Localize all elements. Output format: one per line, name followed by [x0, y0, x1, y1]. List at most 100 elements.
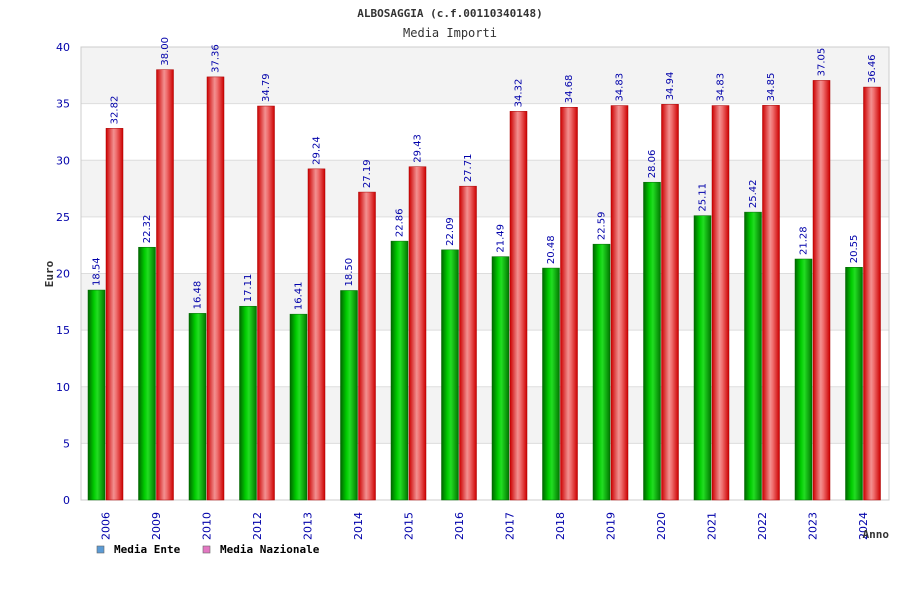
x-tick-label: 2017 [504, 512, 517, 540]
y-tick-label: 25 [56, 211, 70, 224]
x-tick-label: 2006 [100, 512, 113, 540]
bar-value-label: 17.11 [243, 274, 254, 303]
bar-media-ente [239, 305, 257, 501]
bar-media-ente [592, 243, 611, 501]
bar-value-label: 34.68 [564, 75, 575, 104]
x-axis-label: Anno [863, 528, 890, 541]
bar-media-nazionale [307, 168, 326, 501]
legend-swatch-nazionale [202, 545, 211, 554]
bar-media-nazionale [560, 106, 578, 501]
bar-media-ente [542, 267, 560, 501]
x-tick-label: 2023 [807, 512, 820, 540]
bar-media-nazionale [156, 69, 174, 501]
y-tick-label: 10 [56, 381, 70, 394]
bar-value-label: 16.48 [193, 281, 204, 310]
y-axis-ticks: 0 5 10 15 20 25 30 35 40 [56, 41, 70, 507]
x-tick-label: 2022 [756, 512, 769, 540]
x-tick-label: 2013 [302, 512, 315, 540]
bar-value-label: 27.71 [463, 154, 474, 183]
bar-value-label: 34.85 [766, 73, 777, 102]
bar-value-label: 27.19 [362, 159, 373, 188]
bar-value-label: 21.49 [496, 224, 507, 253]
bar-media-nazionale [459, 185, 477, 501]
y-tick-label: 40 [56, 41, 70, 54]
bar-value-label: 37.36 [211, 44, 222, 73]
bar-media-ente [87, 289, 106, 501]
x-axis-ticks: 2006 2009 2010 2012 2013 2014 2015 2016 2017 2018… [100, 512, 871, 540]
x-tick-label: 2014 [352, 512, 365, 540]
plot-frame [80, 46, 890, 501]
chart-subtitle: Media Importi [403, 26, 497, 40]
x-tick-label: 2019 [605, 512, 618, 540]
y-tick-label: 5 [63, 437, 70, 450]
bar-value-label: 34.83 [615, 73, 626, 102]
bar-value-label: 22.86 [395, 208, 406, 237]
bar-media-nazionale [762, 105, 780, 501]
bar-value-label: 18.54 [92, 257, 103, 286]
y-tick-label: 20 [56, 268, 70, 281]
x-tick-label: 2009 [150, 512, 163, 540]
bar-media-ente [390, 240, 409, 501]
bar-media-ente [794, 258, 813, 501]
bar-value-label: 16.41 [294, 282, 305, 311]
bar-media-nazionale [358, 191, 376, 501]
x-tick-label: 2024 [857, 512, 870, 540]
bar-media-nazionale [863, 86, 881, 501]
bar-value-label: 38.00 [160, 37, 171, 66]
bar-media-ente [138, 246, 156, 501]
bar-value-label: 34.83 [716, 73, 727, 102]
bars [87, 69, 881, 501]
bar-media-ente [643, 181, 661, 501]
x-tick-label: 2012 [251, 512, 264, 540]
value-labels: 18.54 32.82 22.32 38.00 16.48 37.36 17.11 34.79… [92, 37, 879, 310]
bar-value-label: 34.32 [514, 79, 525, 108]
bar-value-label: 21.28 [799, 226, 810, 255]
x-tick-label: 2018 [554, 512, 567, 540]
bar-media-nazionale [711, 105, 730, 501]
bar-media-nazionale [812, 80, 831, 501]
bar-media-ente [693, 215, 712, 501]
bar-value-label: 32.82 [110, 96, 121, 125]
bar-media-ente [188, 313, 207, 501]
bar-media-nazionale [105, 128, 124, 501]
bar-value-label: 20.55 [849, 235, 860, 264]
bar-value-label: 36.46 [867, 54, 878, 83]
x-tick-label: 2015 [403, 512, 416, 540]
y-tick-label: 35 [56, 98, 70, 111]
bar-media-ente [340, 290, 358, 501]
x-tick-label: 2010 [201, 512, 214, 540]
bar-value-label: 22.09 [445, 217, 456, 246]
bar-media-nazionale [257, 105, 275, 501]
x-tick-label: 2020 [655, 512, 668, 540]
bar-media-ente [744, 211, 762, 501]
legend-label-ente: Media Ente [114, 543, 181, 556]
bar-value-label: 34.79 [261, 73, 272, 102]
bar-value-label: 18.50 [344, 258, 355, 287]
bar-media-ente [289, 313, 308, 501]
bar-value-label: 22.59 [597, 212, 608, 241]
x-tick-label: 2021 [706, 512, 719, 540]
legend-swatch-ente [96, 545, 105, 554]
bar-value-label: 29.43 [413, 134, 424, 163]
bar-value-label: 20.48 [546, 235, 557, 264]
x-tick-label: 2016 [453, 512, 466, 540]
bar-media-ente [845, 267, 863, 501]
y-tick-label: 15 [56, 324, 70, 337]
bar-value-label: 37.05 [817, 48, 828, 77]
y-tick-label: 30 [56, 154, 70, 167]
y-axis-label: Euro [43, 260, 56, 287]
y-tick-label: 0 [63, 494, 70, 507]
bar-media-nazionale [408, 166, 427, 501]
chart-title: ALBOSAGGIA (c.f.00110340148) [357, 7, 542, 20]
bar-media-ente [491, 256, 510, 501]
bar-value-label: 22.32 [142, 215, 153, 244]
bar-media-nazionale [610, 105, 629, 501]
bar-media-nazionale [206, 76, 225, 501]
bar-value-label: 28.06 [647, 150, 658, 179]
bar-value-label: 34.94 [665, 72, 676, 101]
bar-media-ente [441, 249, 459, 501]
bar-value-label: 29.24 [312, 136, 323, 165]
bar-value-label: 25.11 [698, 183, 709, 212]
legend-label-nazionale: Media Nazionale [220, 543, 320, 556]
